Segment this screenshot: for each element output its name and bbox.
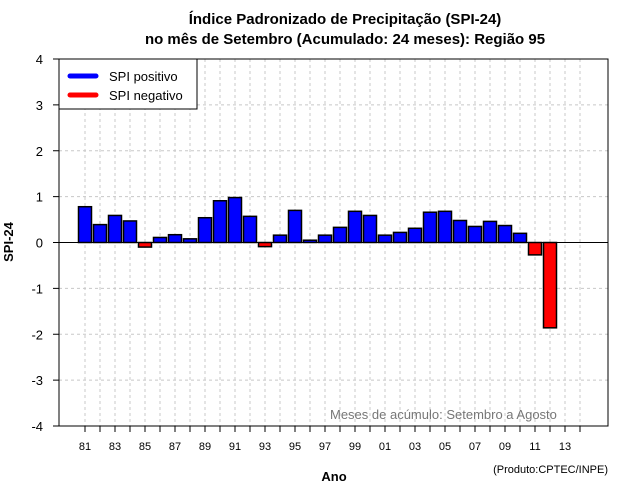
x-axis: 81 83 85 87 89 91 93 95 97 99 01 03 05 07 09 11 13 — [79, 426, 581, 453]
x-tick-label: 81 — [79, 441, 91, 453]
y-tick-label: 0 — [36, 236, 43, 251]
bar-1998 — [332, 226, 348, 244]
x-tick-label: 83 — [109, 441, 121, 453]
legend: SPI positivo SPI negativo — [58, 58, 198, 110]
bar-2007 — [467, 225, 483, 244]
bar-1981 — [77, 205, 93, 244]
bar-1988 — [182, 238, 198, 244]
bar-2008 — [482, 220, 498, 244]
bar-1999 — [347, 210, 363, 244]
bar-1984 — [122, 220, 138, 244]
x-tick-label: 07 — [469, 441, 481, 453]
bar-1992 — [242, 215, 258, 244]
bar-1993 — [257, 241, 273, 248]
bar-1987 — [167, 233, 183, 244]
bar-1990 — [212, 200, 228, 244]
bar-2001 — [377, 234, 393, 244]
x-tick-label: 05 — [439, 441, 451, 453]
y-tick-label: -1 — [31, 281, 43, 296]
y-tick-label: -3 — [31, 373, 43, 388]
x-tick-label: 13 — [559, 441, 571, 453]
y-axis-label: SPI-24 — [1, 221, 16, 262]
bars — [77, 196, 558, 329]
y-tick-label: -4 — [31, 419, 43, 434]
y-tick-label: 1 — [36, 190, 43, 205]
bar-2005 — [437, 210, 453, 244]
bar-1982 — [92, 223, 108, 244]
grid-lines — [59, 58, 608, 427]
x-tick-label: 91 — [229, 441, 241, 453]
y-tick-label: 4 — [36, 52, 43, 67]
legend-label-positive: SPI positivo — [109, 69, 178, 84]
bar-2003 — [407, 227, 423, 244]
x-tick-label: 09 — [499, 441, 511, 453]
x-tick-label: 93 — [259, 441, 271, 453]
y-axis: 4 3 2 1 0 -1 -2 -3 -4 — [31, 52, 59, 434]
bar-1989 — [197, 216, 213, 244]
legend-box — [58, 58, 198, 110]
chart-title-line-1: Índice Padronizado de Precipitação (SPI-… — [189, 11, 502, 28]
bar-1985 — [137, 241, 153, 248]
y-tick-label: 2 — [36, 144, 43, 159]
bar-1995 — [287, 209, 303, 244]
chart-title-line-2: no mês de Setembro (Acumulado: 24 meses)… — [145, 31, 545, 48]
x-tick-label: 87 — [169, 441, 181, 453]
x-tick-label: 11 — [529, 441, 540, 453]
bar-2010 — [512, 232, 528, 244]
y-tick-label: 3 — [36, 98, 43, 113]
bar-1997 — [317, 234, 333, 244]
bar-2006 — [452, 219, 468, 244]
bar-1991 — [227, 196, 243, 244]
legend-label-negative: SPI negativo — [109, 88, 183, 103]
x-tick-label: 95 — [289, 441, 301, 453]
bar-2011 — [527, 241, 543, 256]
bar-1994 — [272, 234, 288, 244]
x-tick-label: 03 — [409, 441, 421, 453]
x-tick-label: 97 — [319, 441, 331, 453]
x-tick-label: 89 — [199, 441, 211, 453]
x-axis-label: Ano — [321, 469, 346, 484]
x-tick-label: 85 — [139, 441, 151, 453]
bar-1983 — [107, 214, 123, 244]
plot-border — [58, 58, 609, 427]
product-credit: (Produto:CPTEC/INPE) — [493, 464, 608, 476]
bar-2009 — [497, 224, 513, 244]
bar-1986 — [152, 236, 168, 244]
y-tick-label: -2 — [31, 327, 43, 342]
bar-2004 — [422, 211, 438, 244]
accumulation-annotation: Meses de acúmulo: Setembro a Agosto — [330, 407, 557, 422]
x-tick-label: 01 — [379, 441, 391, 453]
bar-2002 — [392, 231, 408, 244]
bar-2000 — [362, 214, 378, 244]
x-tick-label: 99 — [349, 441, 361, 453]
bar-2012 — [542, 241, 558, 329]
